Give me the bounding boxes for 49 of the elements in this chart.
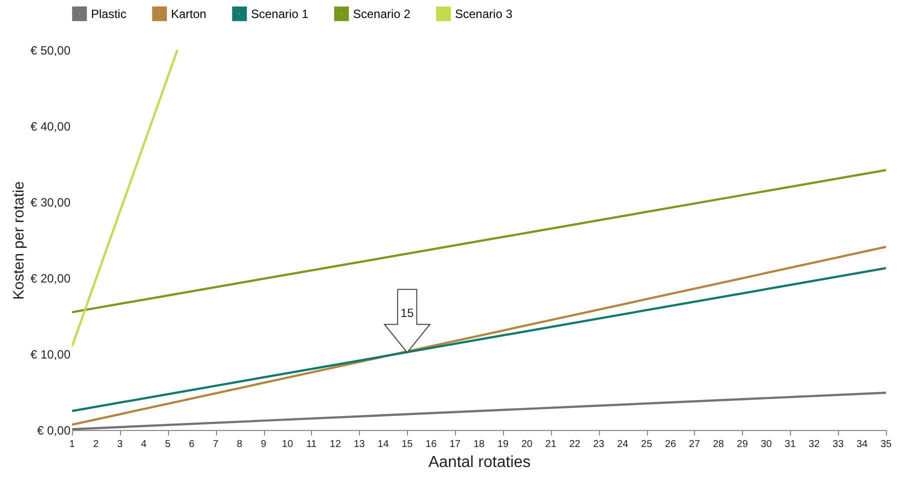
x-tick-label: 20: [521, 439, 533, 450]
x-tick-label: 10: [282, 439, 294, 450]
x-tick-label: 22: [569, 439, 581, 450]
x-tick-label: 23: [593, 439, 605, 450]
x-tick-label: 29: [736, 439, 748, 450]
x-tick-label: 21: [545, 439, 557, 450]
x-tick-label: 12: [330, 439, 342, 450]
x-tick-label: 17: [449, 439, 462, 450]
y-tick-label: € 20,00: [30, 272, 71, 286]
x-tick-label: 28: [712, 439, 724, 450]
y-axis-title: Kosten per rotatie: [10, 181, 28, 300]
x-tick-label: 13: [354, 439, 366, 450]
x-tick-label: 6: [188, 439, 195, 450]
x-tick-label: 32: [808, 439, 820, 450]
x-tick-label: 8: [236, 439, 243, 450]
legend-label: Scenario 3: [455, 6, 513, 21]
legend-label: Karton: [171, 6, 206, 21]
x-tick-label: 4: [141, 439, 148, 450]
annotation: 15: [400, 306, 414, 320]
y-tick-label: € 50,00: [30, 44, 71, 58]
x-tick-label: 7: [212, 439, 219, 450]
x-tick-label: 33: [832, 439, 844, 450]
legend-label: Scenario 2: [353, 6, 411, 21]
x-tick-label: 16: [426, 439, 438, 450]
y-tick-label: € 40,00: [30, 120, 71, 134]
x-tick-label: 25: [641, 439, 653, 450]
x-tick-label: 14: [378, 439, 390, 450]
x-tick-label: 5: [164, 439, 171, 450]
y-tick-label: € 30,00: [30, 196, 71, 210]
legend-label: Scenario 1: [251, 6, 309, 21]
y-tick-label: € 0,00: [37, 424, 71, 438]
x-tick-label: 3: [117, 439, 124, 450]
x-tick-label: 35: [880, 439, 892, 450]
x-tick-label: 2: [93, 439, 100, 450]
x-tick-label: 9: [260, 439, 267, 450]
x-tick-label: 34: [856, 439, 868, 450]
x-tick-label: 18: [473, 439, 485, 450]
y-tick-label: € 10,00: [30, 348, 71, 362]
x-tick-label: 26: [664, 439, 677, 450]
x-tick-label: 15: [402, 439, 414, 450]
x-tick-label: 1: [69, 439, 76, 450]
x-tick-label: 27: [688, 439, 700, 450]
x-axis-title: Aantal rotaties: [428, 454, 531, 471]
x-tick-label: 30: [760, 439, 772, 450]
x-tick-label: 11: [306, 439, 318, 450]
x-tick-label: 31: [784, 439, 796, 450]
x-tick-label: 24: [617, 439, 629, 450]
x-tick-label: 19: [497, 439, 509, 450]
legend-label: Plastic: [91, 6, 126, 21]
